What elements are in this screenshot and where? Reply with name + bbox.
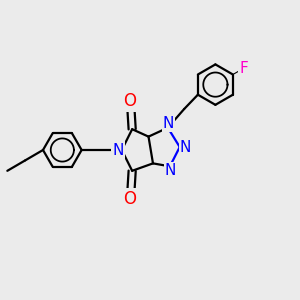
Text: N: N — [163, 116, 174, 131]
Text: N: N — [180, 140, 191, 154]
Text: O: O — [123, 92, 136, 110]
Text: O: O — [123, 190, 136, 208]
Text: N: N — [112, 142, 124, 158]
Text: F: F — [239, 61, 248, 76]
Text: N: N — [165, 163, 176, 178]
